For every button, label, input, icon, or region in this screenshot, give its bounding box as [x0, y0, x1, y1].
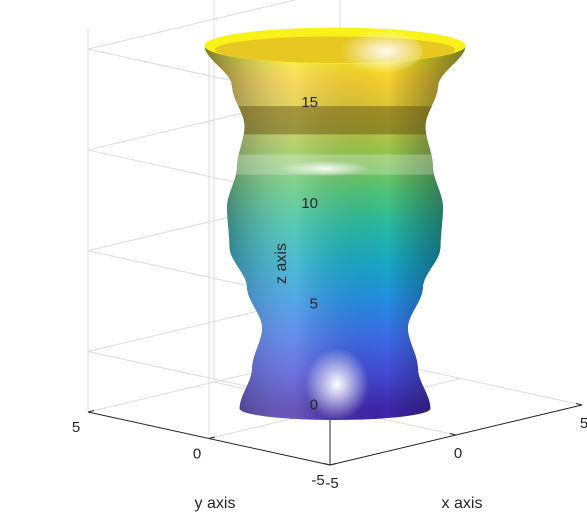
rim-highlight — [331, 29, 423, 74]
vase-shading — [204, 45, 466, 420]
y-tick-mark — [87, 410, 95, 413]
x-tick-mark — [449, 433, 457, 436]
y-tick-label: 5 — [72, 419, 80, 436]
y-axis-title: y axis — [195, 495, 236, 512]
z-tick-label: 10 — [301, 195, 318, 212]
z-axis-title: z axis — [273, 243, 290, 284]
x-tick-mark — [323, 463, 331, 466]
y-tick-mark — [208, 436, 216, 439]
labels-layer: 0 5 10 15 -5 0 5 -5 0 5 x axis y axis z axis — [72, 94, 587, 512]
waist-highlight — [280, 160, 370, 177]
x-tick-label: 0 — [454, 445, 462, 462]
y-tick-label: 0 — [193, 446, 201, 463]
x-axis-title: x axis — [442, 495, 483, 512]
y-tick-label: -5 — [311, 472, 324, 489]
x-tick-label: -5 — [325, 475, 338, 492]
surface-layer — [204, 27, 466, 421]
y-tick-mark — [329, 463, 337, 466]
z-tick-label: 15 — [301, 94, 318, 111]
base-highlight — [305, 348, 369, 421]
z-tick-label: 5 — [310, 296, 318, 313]
x-tick-mark — [575, 403, 583, 406]
x-tick-label: 5 — [580, 415, 587, 432]
neck-shadow-band — [238, 106, 432, 135]
z-tick-label: 0 — [310, 397, 318, 414]
